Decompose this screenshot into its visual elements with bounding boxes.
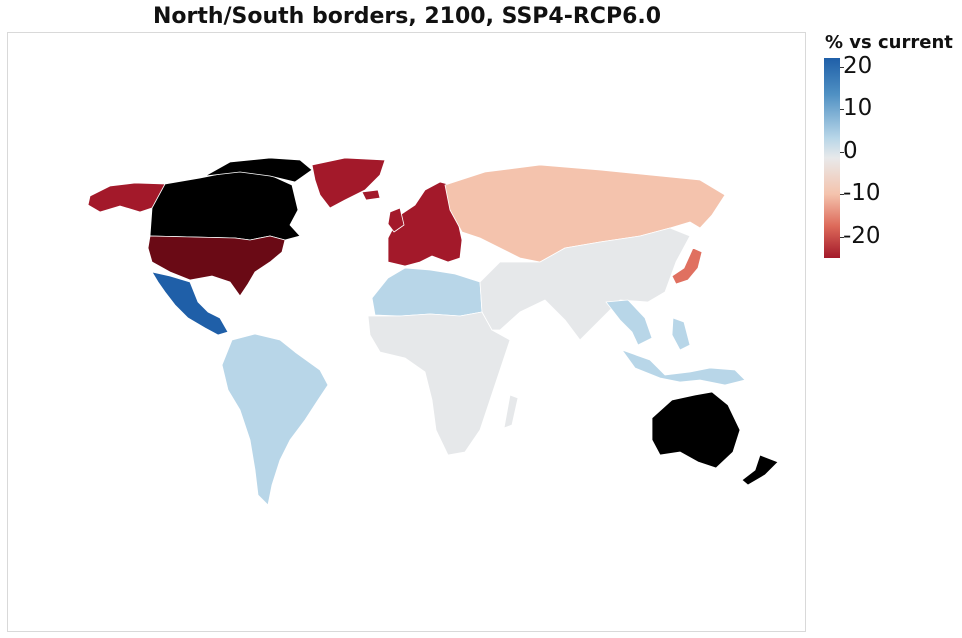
map-frame	[7, 32, 806, 632]
region-australia	[651, 391, 741, 469]
legend-tick-mark	[840, 66, 844, 68]
region-new-zealand	[741, 454, 779, 486]
region-uk	[387, 207, 405, 233]
region-philippines	[671, 317, 691, 351]
legend-color-bar	[824, 58, 840, 258]
region-southeast-asia-islands	[621, 349, 746, 386]
legend-tick-mark	[840, 236, 844, 238]
legend-tick-label: 10	[843, 95, 873, 122]
region-canada	[149, 169, 301, 241]
region-southeast-asia	[605, 299, 653, 346]
region-asia	[479, 227, 691, 341]
legend-tick-label: 0	[843, 137, 858, 164]
region-greenland	[311, 157, 386, 209]
region-canada-arctic-islands	[204, 157, 313, 183]
region-africa	[367, 311, 511, 456]
legend-tick-mark	[840, 194, 844, 196]
region-japan	[671, 247, 703, 285]
region-united-states	[147, 235, 286, 297]
region-madagascar	[503, 394, 519, 429]
region-iceland	[361, 189, 381, 201]
region-south-america	[221, 333, 329, 506]
region-mexico-central-america	[151, 271, 229, 336]
legend-tick-label: 20	[843, 52, 873, 79]
legend-tick-label: -20	[843, 222, 881, 249]
region-europe	[387, 181, 463, 267]
legend-tick-label: -10	[843, 180, 881, 207]
legend-tick-mark	[840, 109, 844, 111]
legend-title: % vs current	[825, 32, 953, 53]
legend-tick-mark	[840, 151, 844, 153]
map-title: North/South borders, 2100, SSP4-RCP6.0	[152, 4, 662, 29]
region-north-africa	[371, 267, 483, 317]
